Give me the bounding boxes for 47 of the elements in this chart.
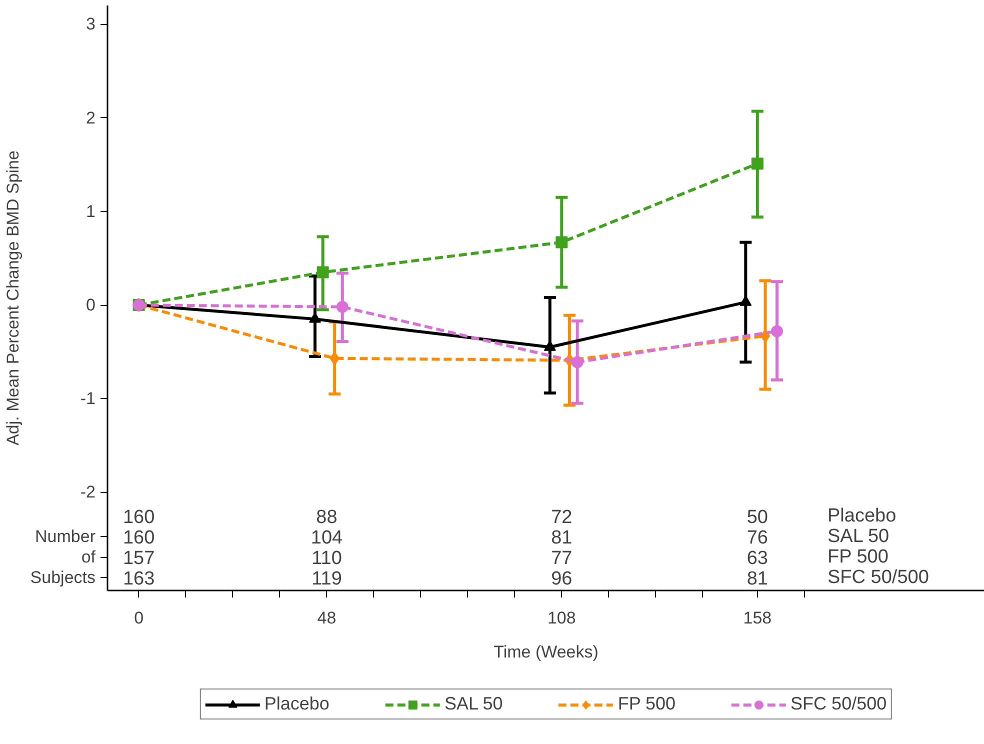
point: [770, 325, 783, 338]
annotation: Placebo: [828, 506, 896, 527]
annotation: 110: [312, 548, 342, 570]
annotation: 76: [746, 528, 768, 549]
y-tick-label: 1: [86, 202, 96, 221]
annotation: 104: [310, 528, 344, 549]
x-axis-title: Time (Weeks): [494, 642, 598, 662]
annotation: SFC 50/500: [828, 567, 929, 588]
annotation: SAL 50: [828, 526, 890, 548]
x-tick-label: 0: [134, 608, 144, 628]
legend-label: SFC 50/500: [790, 694, 887, 714]
annotation: 157: [122, 548, 155, 570]
annotation: 81: [551, 528, 572, 549]
annotation: 88: [316, 507, 338, 528]
legend-label: SAL 50: [444, 694, 503, 714]
annotation: 96: [551, 568, 572, 590]
x-tick-label: 108: [547, 608, 576, 628]
point: [316, 266, 329, 278]
annotation: 50: [746, 507, 768, 528]
y-tick-label: 0: [86, 296, 96, 315]
text: Number: [35, 527, 96, 546]
annotation: 163: [122, 568, 155, 590]
annotation: FP 500: [828, 546, 888, 568]
y-tick-label: 2: [86, 108, 96, 128]
annotation: 77: [551, 548, 572, 570]
y-tick-label: -2: [80, 482, 96, 502]
annotation: 160: [122, 528, 155, 549]
point: [751, 158, 764, 170]
annotation: 72: [551, 507, 572, 528]
x-tick-label: 158: [743, 608, 772, 628]
text: Subjects: [30, 568, 96, 588]
y-axis-title: Adj. Mean Percent Change BMD Spine: [3, 150, 22, 446]
point: [556, 236, 568, 248]
point: [571, 356, 584, 368]
annotation: 160: [122, 507, 155, 528]
point: [760, 328, 770, 343]
x-tick-label: 48: [317, 608, 336, 628]
point: [544, 340, 556, 351]
annotation: 63: [746, 548, 768, 570]
text: of: [81, 548, 96, 567]
point: [336, 300, 348, 313]
y-tick-label: 3: [86, 14, 96, 34]
y-tick-label: -1: [80, 389, 96, 408]
annotation: 119: [312, 568, 342, 590]
legend-label: FP 500: [618, 694, 676, 714]
annotation: 81: [746, 568, 768, 590]
legend-label: Placebo: [264, 694, 330, 714]
